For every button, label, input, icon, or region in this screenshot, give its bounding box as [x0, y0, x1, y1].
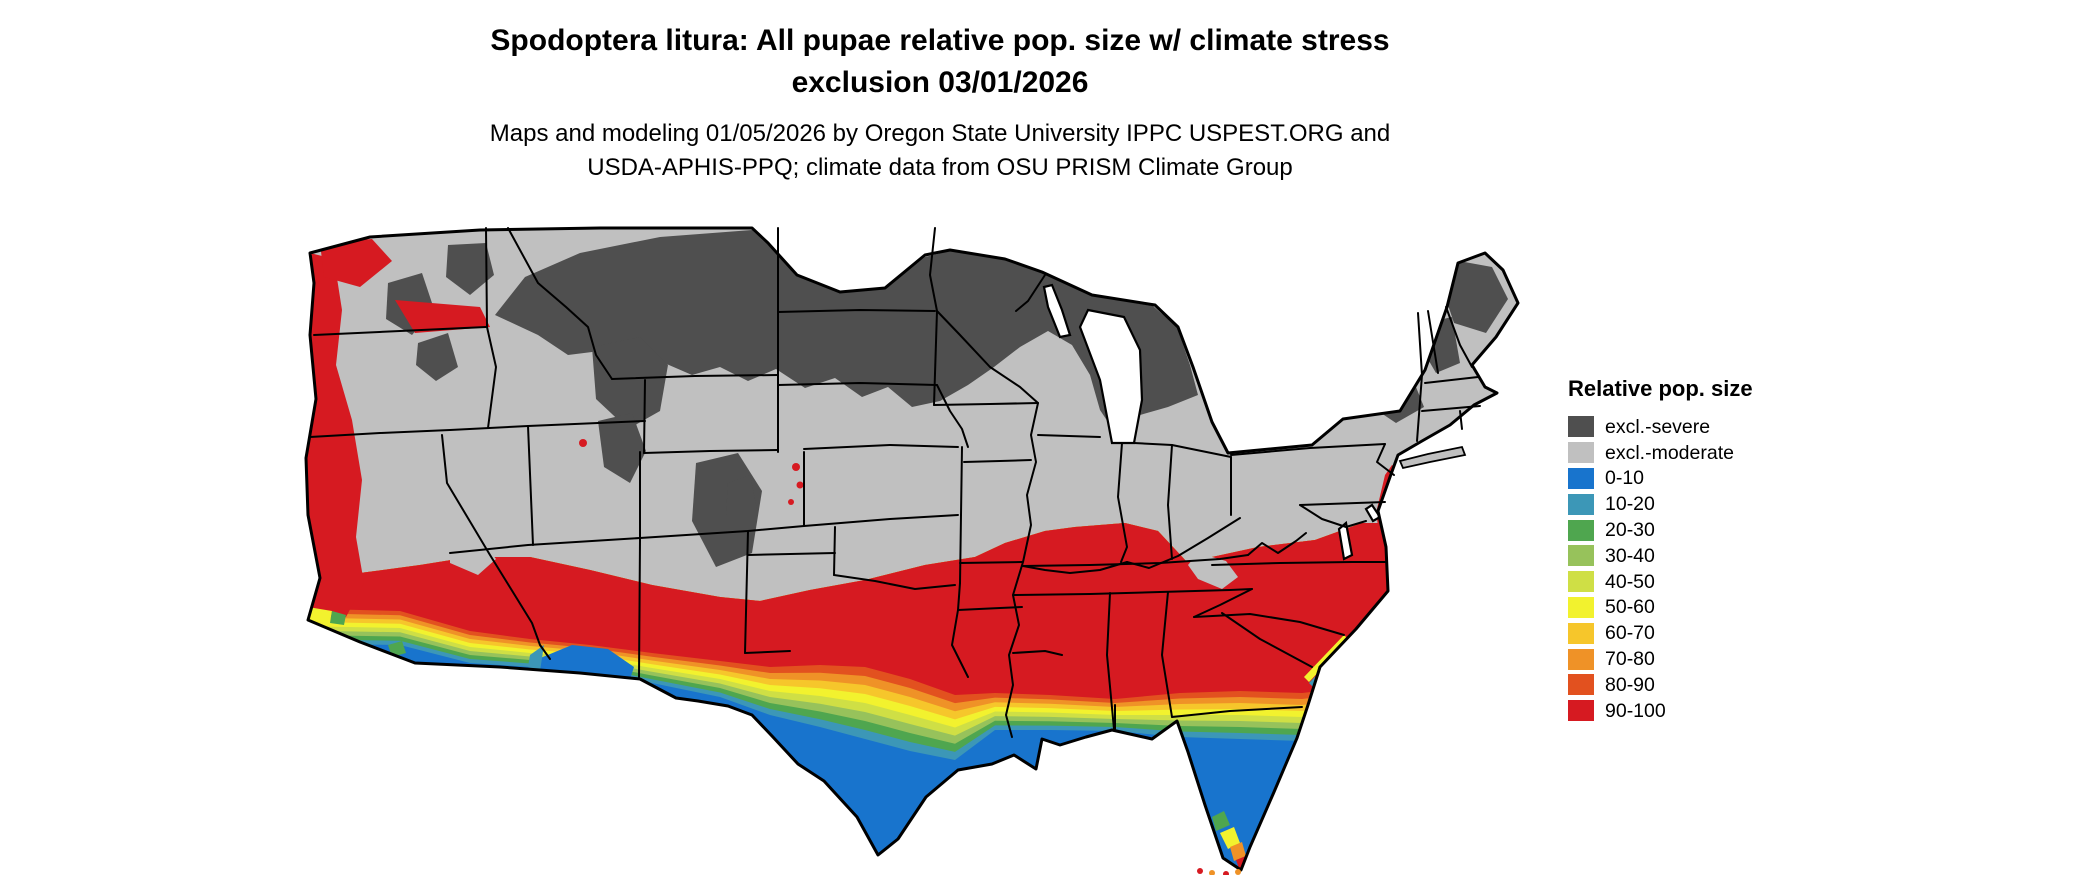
chesapeake-bay [1337, 520, 1354, 561]
legend-row: excl.-moderate [1568, 440, 1753, 466]
appalachian-gray-patch [1188, 553, 1238, 589]
legend-swatch-50-60 [1568, 596, 1594, 618]
legend-row: 60-70 [1568, 620, 1753, 646]
legend-row: 80-90 [1568, 672, 1753, 698]
legend-row: 10-20 [1568, 491, 1753, 517]
green-bay [1042, 283, 1072, 339]
legend-row: 90-100 [1568, 698, 1753, 724]
us-map-svg [304, 226, 1520, 875]
map-fill-layers [306, 228, 1518, 870]
us-outline [304, 226, 1520, 872]
legend-swatch-10-20 [1568, 493, 1594, 515]
population-gradient-bands [306, 523, 1518, 870]
legend-title: Relative pop. size [1568, 376, 1753, 401]
excl-severe-regions [386, 230, 1508, 567]
state-borders [309, 227, 1481, 738]
mojave-gray-patch [450, 539, 496, 575]
legend-row: 70-80 [1568, 646, 1753, 672]
page-title-line2: exclusion 03/01/2026 [791, 66, 1089, 99]
legend-row: 0-10 [1568, 466, 1753, 492]
legend-swatch-40-50 [1568, 571, 1594, 593]
florida-keys [1197, 868, 1241, 875]
header: Spodoptera litura: All pupae relative po… [60, 20, 1820, 185]
legend-row: 40-50 [1568, 569, 1753, 595]
legend-swatch-0-10 [1568, 467, 1594, 489]
legend-swatch-70-80 [1568, 648, 1594, 670]
us-population-map [300, 215, 1520, 875]
long-island [1398, 445, 1467, 470]
legend-swatch-90-100 [1568, 700, 1594, 722]
legend-swatch-30-40 [1568, 545, 1594, 567]
legend-swatch-80-90 [1568, 674, 1594, 696]
map-legend: Relative pop. size excl.-severe excl.-mo… [1568, 376, 1753, 724]
legend-row: 50-60 [1568, 595, 1753, 621]
legend-swatch-60-70 [1568, 622, 1594, 644]
subtitle: Maps and modeling 01/05/2026 by Oregon S… [60, 117, 1820, 185]
subtitle-line2: USDA-APHIS-PPQ; climate data from OSU PR… [587, 154, 1293, 181]
legend-row: 30-40 [1568, 543, 1753, 569]
legend-swatch-20-30 [1568, 519, 1594, 541]
legend-swatch-excl-moderate [1568, 442, 1594, 464]
subtitle-line1: Maps and modeling 01/05/2026 by Oregon S… [489, 120, 1391, 147]
legend-row: 20-30 [1568, 517, 1753, 543]
legend-row: excl.-severe [1568, 414, 1753, 440]
page-title-line1: Spodoptera litura: All pupae relative po… [490, 24, 1390, 57]
legend-swatch-excl-severe [1568, 416, 1594, 438]
